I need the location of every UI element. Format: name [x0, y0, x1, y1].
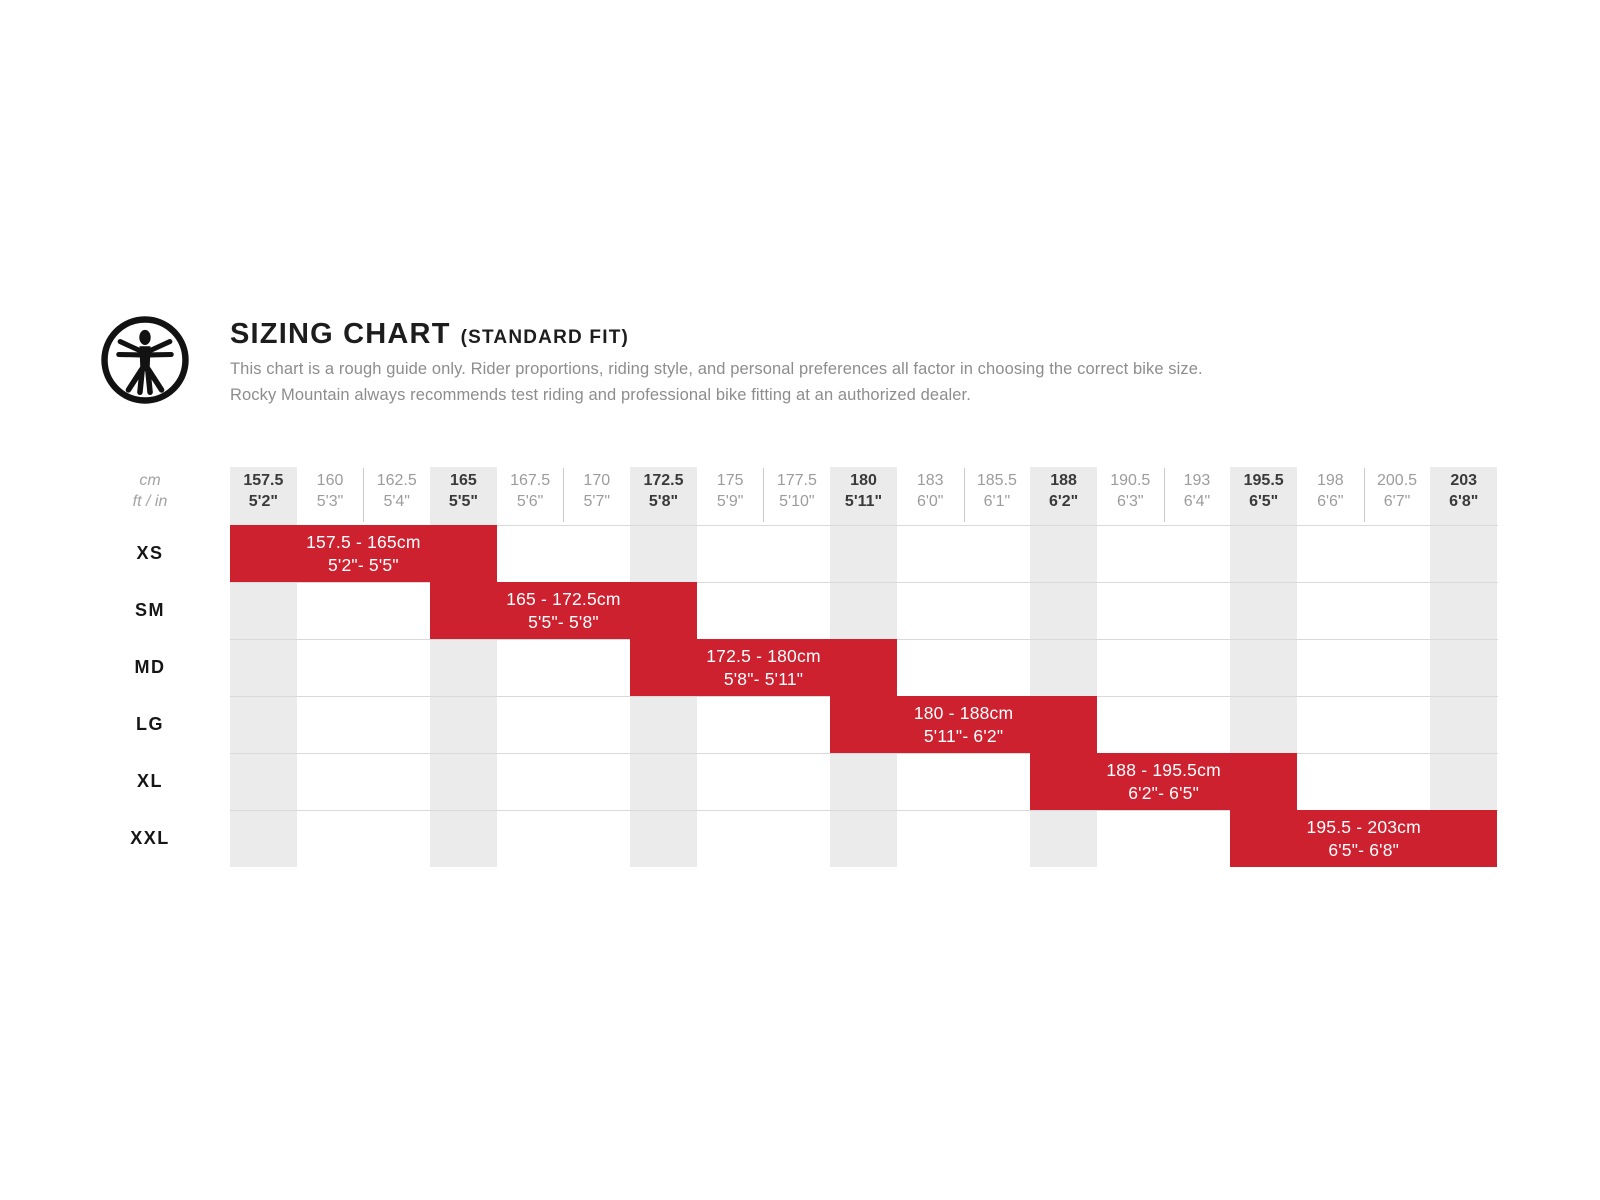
- height-column-header: 183 6'0": [916, 472, 944, 510]
- height-column-header: 165 5'5": [448, 472, 478, 510]
- height-column-header: 160 5'3": [316, 472, 344, 510]
- header-divider: [363, 468, 364, 522]
- sizing-table: cm ft / in 157.5 5'2" 160 5'3" 162.5 5'4" 1…: [70, 465, 1498, 867]
- row-separator: [230, 810, 1498, 811]
- range-cm: 157.5 - 165cm: [306, 531, 421, 552]
- row-separator: [230, 525, 1498, 526]
- range-cm: 172.5 - 180cm: [706, 645, 821, 666]
- subtitle-line-2: Rocky Mountain always recommends test ri…: [230, 386, 971, 404]
- page-title-row: SIZING CHART (STANDARD FIT): [230, 318, 629, 351]
- height-column-header: 167.5 5'6": [510, 472, 551, 510]
- size-row-label-md: MD: [134, 657, 166, 677]
- unit-labels: cm ft / in: [70, 465, 230, 525]
- size-row-label-lg: LG: [136, 714, 164, 734]
- size-row-label-xxl: XXL: [130, 828, 170, 848]
- unit-label-cm: cm: [139, 472, 161, 489]
- height-column-header: 180 5'11": [844, 472, 883, 510]
- subtitle: This chart is a rough guide only. Rider …: [230, 356, 1203, 408]
- height-column-header: 188 6'2": [1049, 472, 1079, 510]
- height-column-header: 195.5 6'5": [1243, 472, 1284, 510]
- vitruvian-man-icon: [99, 314, 191, 406]
- height-column-header: 177.5 5'10": [776, 472, 817, 510]
- height-column-header: 193 6'4": [1183, 472, 1211, 510]
- height-column-header: 170 5'7": [583, 472, 611, 510]
- height-column-header: 162.5 5'4": [376, 472, 417, 510]
- range-ftin: 5'2"- 5'5": [328, 554, 399, 575]
- height-column-header: 172.5 5'8": [643, 472, 684, 510]
- height-column-header: 175 5'9": [716, 472, 744, 510]
- range-ftin: 5'5"- 5'8": [528, 611, 599, 632]
- range-cm: 165 - 172.5cm: [506, 588, 621, 609]
- range-cm: 195.5 - 203cm: [1306, 816, 1421, 837]
- size-range-bar-lg: 180 - 188cm 5'11"- 6'2": [830, 696, 1097, 753]
- size-range-bar-sm: 165 - 172.5cm 5'5"- 5'8": [430, 582, 697, 639]
- range-ftin: 6'5"- 6'8": [1328, 839, 1400, 860]
- row-separator: [230, 753, 1498, 754]
- header-divider: [1364, 468, 1365, 522]
- range-ftin: 5'11"- 6'2": [923, 725, 1004, 746]
- height-column-header: 190.5 6'3": [1110, 472, 1151, 510]
- header-divider: [763, 468, 764, 522]
- unit-label-ftin: ft / in: [132, 493, 168, 510]
- size-range-bar-md: 172.5 - 180cm 5'8"- 5'11": [630, 639, 897, 696]
- range-cm: 180 - 188cm: [913, 702, 1014, 723]
- range-cm: 188 - 195.5cm: [1106, 759, 1221, 780]
- subtitle-line-1: This chart is a rough guide only. Rider …: [230, 360, 1203, 378]
- height-column-header: 198 6'6": [1316, 472, 1344, 510]
- height-column-header: 200.5 6'7": [1377, 472, 1418, 510]
- header-divider: [563, 468, 564, 522]
- header-divider: [1164, 468, 1165, 522]
- height-column-header: 157.5 5'2": [243, 472, 284, 510]
- range-ftin: 6'2"- 6'5": [1128, 782, 1199, 803]
- shaded-column: [1430, 467, 1497, 867]
- page-title: SIZING CHART: [230, 318, 451, 350]
- size-row-label-sm: SM: [135, 600, 165, 620]
- size-row-label-xs: XS: [136, 543, 164, 563]
- row-separator: [230, 582, 1498, 583]
- height-column-header: 203 6'8": [1449, 472, 1479, 510]
- size-row-label-xl: XL: [136, 771, 163, 791]
- range-ftin: 5'8"- 5'11": [723, 668, 804, 689]
- page-title-suffix: (STANDARD FIT): [460, 327, 630, 348]
- size-range-bar-xl: 188 - 195.5cm 6'2"- 6'5": [1030, 753, 1297, 810]
- height-column-header: 185.5 6'1": [976, 472, 1017, 510]
- size-range-bar-xs: 157.5 - 165cm 5'2"- 5'5": [230, 525, 497, 582]
- header-divider: [964, 468, 965, 522]
- size-range-bar-xxl: 195.5 - 203cm 6'5"- 6'8": [1230, 810, 1498, 867]
